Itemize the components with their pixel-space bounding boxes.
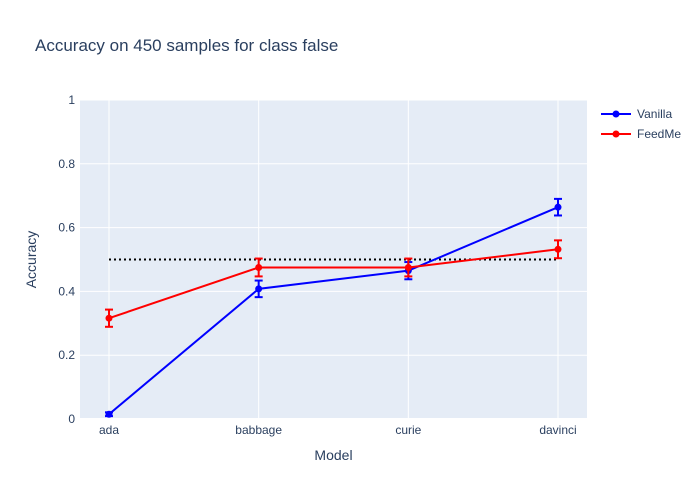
data-point-feedme [105, 314, 113, 322]
y-tick-label: 0.6 [58, 221, 75, 235]
series-group [105, 197, 562, 418]
chart-title: Accuracy on 450 samples for class false [35, 36, 338, 55]
series-feedme [105, 239, 562, 328]
legend-item-feedme[interactable]: FeedMe [601, 127, 681, 141]
x-tick-label: babbage [235, 423, 282, 437]
y-axis-label: Accuracy [23, 231, 39, 289]
legend-swatch-marker [612, 130, 620, 138]
x-axis-ticks: ada babbage curie davinci [99, 423, 577, 437]
x-tick-label: curie [395, 423, 421, 437]
series-line-feedme [108, 248, 559, 320]
y-tick-label: 0 [68, 412, 75, 426]
legend-swatch-marker [612, 110, 620, 118]
data-point-feedme [554, 245, 562, 253]
x-axis-label: Model [314, 447, 352, 463]
y-axis-ticks: 0 0.2 0.4 0.6 0.8 1 [58, 93, 75, 426]
data-point-vanilla [105, 410, 113, 418]
x-tick-label: ada [99, 423, 119, 437]
x-tick-label: davinci [539, 423, 576, 437]
data-point-feedme [404, 263, 412, 271]
y-tick-label: 0.8 [58, 157, 75, 171]
legend-item-vanilla[interactable]: Vanilla [601, 107, 672, 121]
data-point-feedme [255, 263, 263, 271]
y-tick-label: 0.4 [58, 284, 75, 298]
data-point-vanilla [255, 285, 263, 293]
y-tick-label: 0.2 [58, 348, 75, 362]
y-tick-label: 1 [68, 93, 75, 107]
series-line-vanilla [108, 206, 559, 415]
legend: Vanilla FeedMe [601, 107, 681, 141]
data-point-vanilla [554, 203, 562, 211]
legend-label: Vanilla [637, 107, 672, 121]
legend-label: FeedMe [637, 127, 681, 141]
